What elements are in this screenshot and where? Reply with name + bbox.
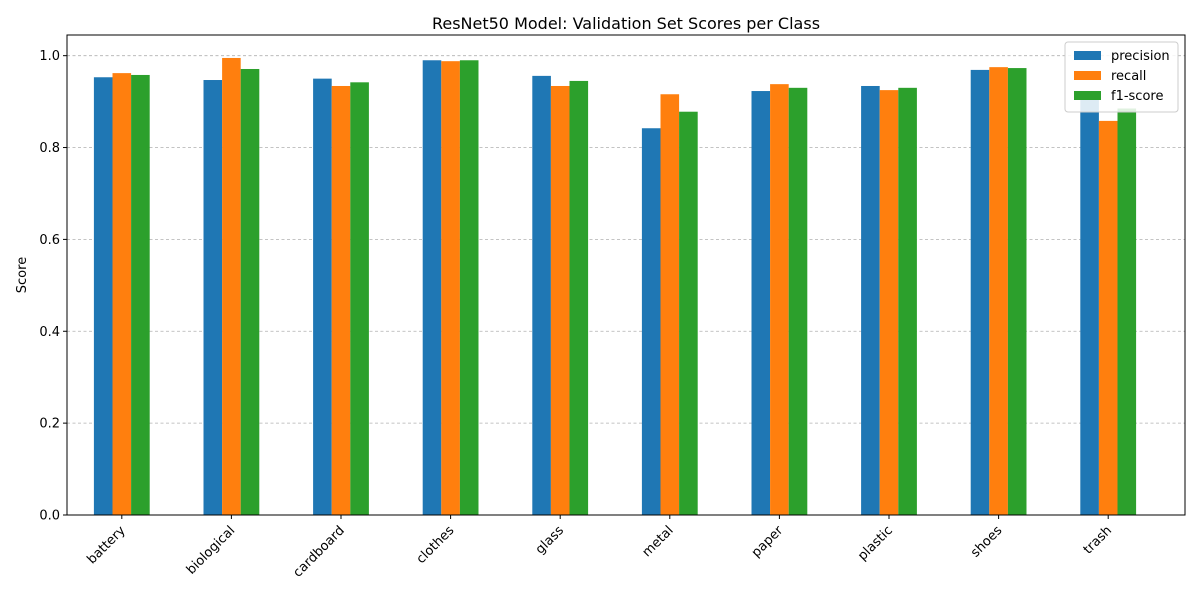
bar-precision-clothes <box>422 60 442 516</box>
bar-precision-trash <box>1080 97 1099 515</box>
bar-f1-score-paper <box>788 87 808 515</box>
bar-precision-cardboard <box>313 78 332 516</box>
bar-precision-plastic <box>861 85 880 515</box>
legend-swatch-precision <box>1074 51 1101 60</box>
bars <box>93 57 1137 516</box>
bar-recall-metal <box>660 94 680 515</box>
bar-f1-score-battery <box>131 74 150 515</box>
bar-precision-shoes <box>970 69 990 515</box>
y-tick-label: 0.2 <box>39 417 60 432</box>
bar-recall-clothes <box>441 61 460 515</box>
legend-label-recall: recall <box>1111 69 1146 84</box>
bar-f1-score-trash <box>1117 108 1137 515</box>
bar-precision-biological <box>203 80 223 516</box>
y-tick-label: 0.4 <box>39 325 60 340</box>
bar-f1-score-biological <box>240 68 260 516</box>
bar-precision-paper <box>751 91 771 516</box>
legend-swatch-recall <box>1074 71 1101 80</box>
legend: precision recall f1-score <box>1064 41 1179 113</box>
bar-recall-trash <box>1098 120 1118 515</box>
legend-label-precision: precision <box>1111 49 1170 64</box>
y-tick-label: 0.0 <box>39 509 60 524</box>
legend-label-f1-score: f1-score <box>1111 89 1163 104</box>
bar-recall-paper <box>770 84 789 516</box>
bar-precision-glass <box>532 75 551 516</box>
chart-title: ResNet50 Model: Validation Set Scores pe… <box>432 14 820 33</box>
bar-precision-battery <box>93 77 113 516</box>
bar-f1-score-shoes <box>1007 68 1027 515</box>
y-axis: 0.0 0.2 0.4 0.6 0.8 1.0 <box>39 49 67 524</box>
bar-recall-shoes <box>989 67 1008 515</box>
bar-recall-battery <box>112 73 132 516</box>
bar-f1-score-metal <box>679 111 698 516</box>
bar-recall-glass <box>550 85 570 515</box>
bar-f1-score-glass <box>569 80 589 515</box>
y-tick-label: 1.0 <box>39 49 60 64</box>
bar-f1-score-clothes <box>459 60 479 516</box>
bar-recall-biological <box>222 57 241 516</box>
y-axis-title: Score <box>15 257 30 293</box>
y-tick-label: 0.6 <box>39 233 60 248</box>
legend-swatch-f1-score <box>1074 91 1101 100</box>
bar-recall-plastic <box>879 90 899 515</box>
bar-f1-score-plastic <box>898 87 917 515</box>
y-tick-label: 0.8 <box>39 141 60 156</box>
bar-precision-metal <box>641 128 661 515</box>
bar-f1-score-cardboard <box>350 82 369 515</box>
plot-frame <box>66 34 1186 516</box>
bar-recall-cardboard <box>331 85 351 515</box>
